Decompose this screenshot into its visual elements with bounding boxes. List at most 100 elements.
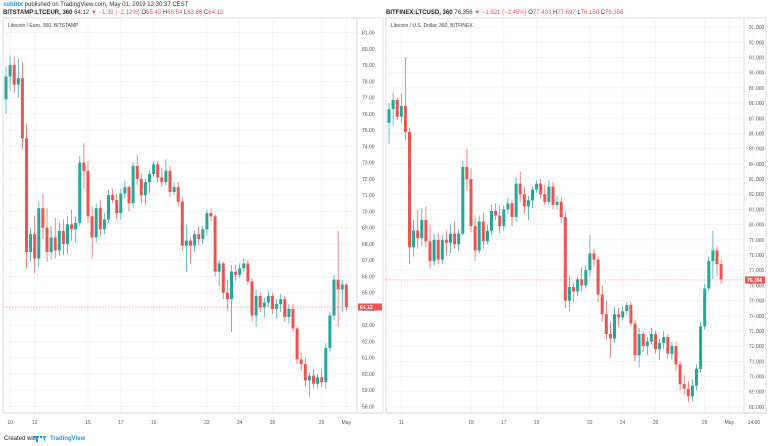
left-candle-body: [336, 279, 340, 290]
left-symbol-header: BITSTAMP:LTCEUR, 360 64.12 ▼ −1.39 (−2.1…: [3, 9, 223, 17]
right-candle-body: [420, 220, 424, 239]
right-candle-body: [551, 186, 555, 205]
left-y-tick-label: 68.00: [362, 242, 375, 248]
right-y-tick-label: 80.000: [749, 223, 765, 229]
right-candle-body: [715, 250, 719, 265]
right-candle-body: [707, 261, 711, 289]
right-chart-panel[interactable]: 68.000 69.000 70.000 71.000 72.000 73.000 74.0…: [385, 17, 767, 426]
left-panel-frame: [2, 17, 384, 414]
author-link[interactable]: subbot: [3, 2, 23, 8]
left-candle-body: [176, 187, 180, 202]
left-candle-body: [316, 377, 320, 384]
right-candle-body: [391, 100, 395, 110]
left-close: 64.12: [208, 10, 224, 16]
left-candle-body: [66, 224, 69, 244]
right-low: 76.150: [580, 10, 600, 16]
left-candle-body: [41, 208, 45, 228]
right-h-label: H: [552, 10, 558, 16]
right-high: 77.697: [557, 10, 576, 16]
left-candle-body: [262, 302, 266, 308]
right-x-tick-label: 24: [620, 420, 626, 426]
right-candle-body: [625, 305, 629, 312]
left-candle-body: [205, 213, 209, 230]
right-candle-body: [502, 209, 506, 227]
right-candle-body: [621, 311, 625, 318]
left-chart-panel[interactable]: 58.0059.0060.0061.0062.0063.0064.0065.00…: [2, 17, 384, 426]
right-candle-body: [457, 233, 461, 245]
left-candle-body: [283, 299, 287, 318]
right-last-price: 76.356: [454, 10, 473, 16]
right-panel-frame: [385, 17, 767, 414]
left-candle-body: [49, 237, 53, 253]
left-candle-body: [90, 216, 94, 238]
left-x-tick-label: 24: [237, 420, 243, 426]
left-candle-body: [234, 271, 238, 275]
left-open: 65.43: [146, 10, 162, 16]
left-x-tick-label: 10: [7, 420, 13, 426]
right-y-tick-label: 87.000: [749, 116, 765, 122]
right-symbol[interactable]: BITFINEX:LTCUSD, 360: [386, 10, 453, 16]
left-candle-body: [242, 263, 246, 269]
left-candle-body: [102, 219, 106, 230]
footer: Created with TradingView: [0, 432, 768, 446]
right-candle-body: [699, 326, 703, 369]
tradingview-brand[interactable]: TradingView: [50, 436, 86, 442]
left-y-tick-label: 58.00: [362, 404, 375, 410]
left-candle-body: [8, 65, 12, 77]
right-candle-body: [416, 230, 420, 239]
left-candle-body: [139, 178, 143, 196]
left-candle-body: [115, 200, 119, 214]
left-candle-body: [135, 165, 139, 179]
left-candle-body: [172, 187, 176, 192]
right-candle-body: [395, 100, 399, 117]
left-candle-body: [98, 208, 102, 230]
right-candle-body: [617, 314, 621, 318]
right-candle-body: [539, 183, 543, 195]
left-candle-body: [57, 230, 61, 251]
right-candle-body: [588, 253, 592, 271]
left-candle-body: [193, 234, 197, 246]
right-y-tick-label: 75.000: [749, 299, 765, 305]
left-x-tick-label: 22: [204, 420, 210, 426]
left-candle-body: [201, 229, 205, 240]
left-candle-body: [74, 222, 78, 230]
right-open: 77.403: [532, 10, 552, 16]
right-candle-body: [412, 230, 416, 248]
right-x-tick-label: 15: [468, 420, 474, 426]
right-y-tick-label: 93.000: [749, 25, 765, 31]
right-candle-body: [399, 106, 403, 117]
right-candle-body: [547, 186, 551, 202]
right-x-tick-label: 22: [587, 420, 593, 426]
left-candle-body: [279, 299, 283, 305]
left-candle-body: [213, 216, 217, 272]
right-candle-body: [535, 183, 539, 190]
created-with-label: Created with: [4, 436, 38, 442]
right-candle-body: [592, 253, 596, 260]
right-candle-body: [649, 334, 653, 342]
right-candle-body: [658, 343, 662, 350]
right-candle-body: [645, 341, 649, 347]
right-candle-body: [494, 210, 498, 216]
right-candle-body: [555, 201, 559, 205]
left-y-tick-label: 79.00: [362, 63, 375, 69]
left-symbol[interactable]: BITSTAMP:LTCEUR, 360: [3, 10, 73, 16]
right-y-tick-label: 72.000: [749, 344, 765, 350]
right-candle-body: [559, 201, 563, 218]
left-y-tick-label: 69.00: [362, 226, 375, 232]
left-price-tag-label: 64.12: [360, 305, 373, 311]
right-candle-body: [662, 337, 666, 344]
right-candle-body: [563, 217, 567, 301]
left-candle-body: [61, 230, 65, 244]
left-candle-body: [107, 195, 110, 220]
left-candle-body: [143, 182, 147, 196]
left-chart-title: Litecoin / Euro, 360, BITSTAMP: [8, 23, 79, 29]
right-y-tick-label: 92.000: [749, 40, 765, 46]
left-candle-body: [209, 213, 213, 217]
left-candle-body: [312, 375, 315, 384]
right-candle-body: [473, 226, 477, 251]
right-y-tick-label: 73.000: [749, 329, 765, 335]
right-y-tick-label: 90.000: [749, 71, 765, 77]
left-candle-body: [307, 375, 311, 381]
right-candle-body: [408, 131, 411, 248]
